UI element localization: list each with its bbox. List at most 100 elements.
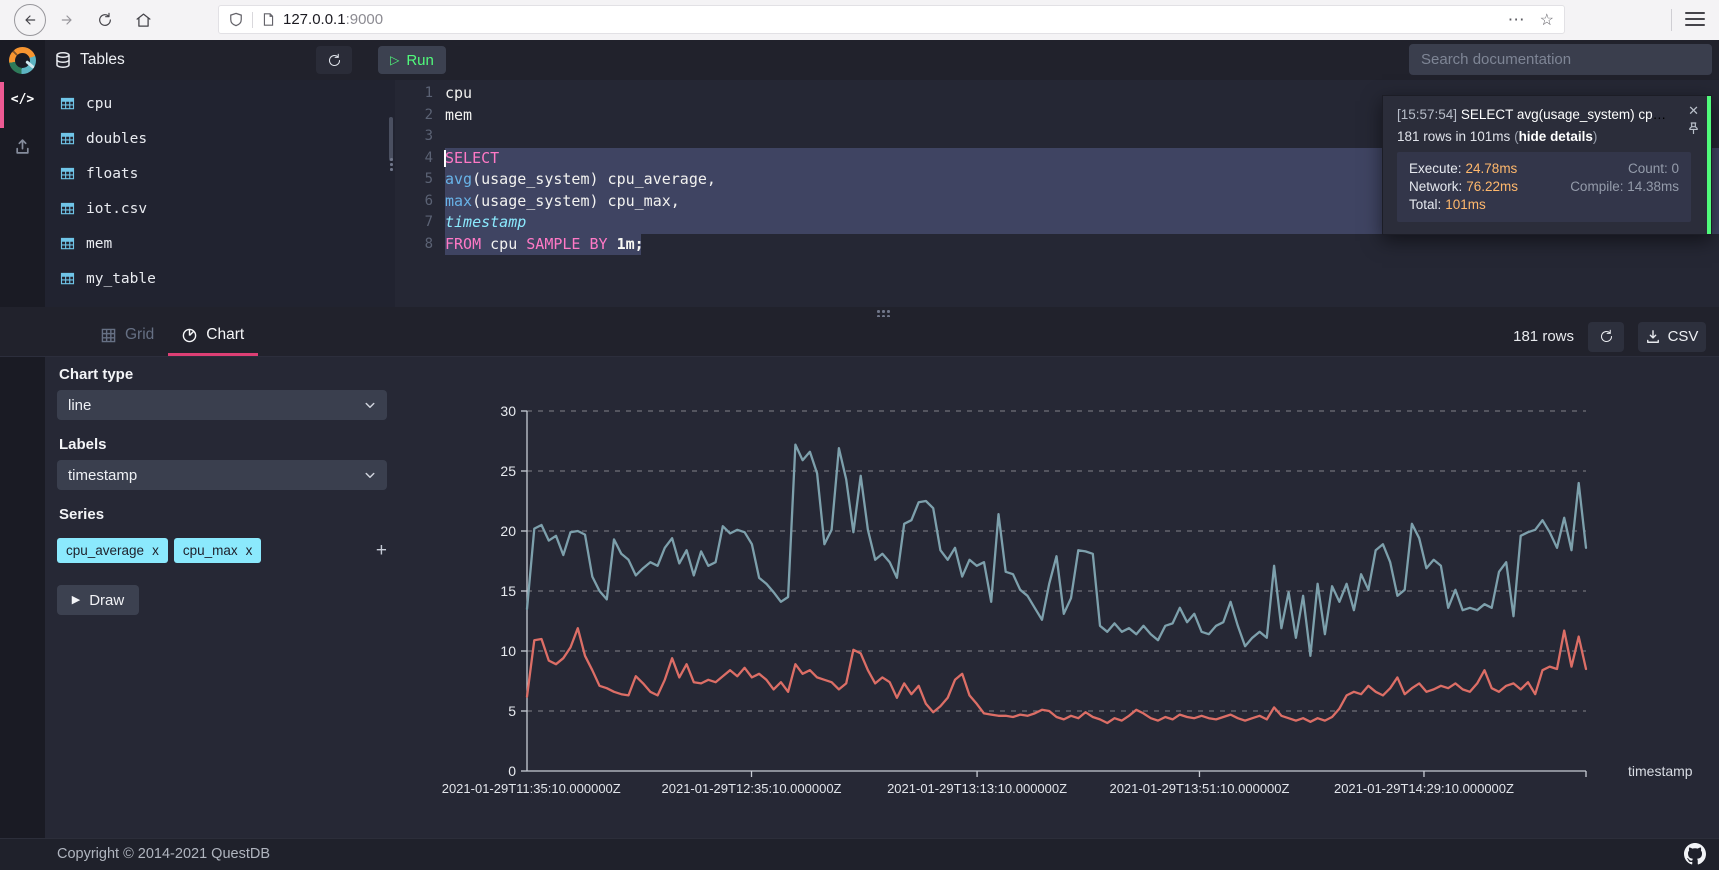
table-icon: [60, 201, 75, 216]
tab-grid[interactable]: Grid: [87, 317, 168, 356]
code-text: FROM cpu SAMPLE BY 1m;: [445, 234, 644, 256]
table-list-item-iot.csv[interactable]: iot.csv: [45, 191, 395, 226]
line-chart[interactable]: 0510152025302021-01-29T11:35:10.000000Z2…: [400, 385, 1719, 810]
svg-text:10: 10: [500, 643, 516, 659]
svg-text:2021-01-29T14:29:10.000000Z: 2021-01-29T14:29:10.000000Z: [1334, 781, 1514, 796]
draw-play-icon: ▶: [72, 595, 80, 606]
add-series-button[interactable]: +: [376, 541, 387, 560]
table-icon: [60, 166, 75, 181]
svg-text:30: 30: [500, 403, 516, 419]
chevron-down-icon: [364, 399, 376, 411]
tab-chart[interactable]: Chart: [168, 317, 258, 356]
tables-scrollbar[interactable]: [389, 117, 393, 161]
table-icon: [60, 96, 75, 111]
chip-label: cpu_average: [66, 543, 144, 558]
labels-select[interactable]: timestamp: [57, 460, 387, 490]
table-list-item-mem[interactable]: mem: [45, 226, 395, 261]
close-icon[interactable]: ✕: [1688, 103, 1699, 119]
code-text: timestamp: [445, 212, 526, 234]
editor-line-8[interactable]: 8FROM cpu SAMPLE BY 1m;: [395, 234, 1719, 256]
url-host: 127.0.0.1: [283, 11, 346, 28]
line-number: 3: [395, 126, 445, 148]
series-line-cpu_average: [527, 628, 1586, 723]
browser-home-icon[interactable]: [128, 5, 158, 35]
shield-icon[interactable]: [229, 12, 243, 27]
table-name: mem: [86, 236, 112, 252]
horizontal-splitter[interactable]: [0, 307, 1719, 317]
browser-forward-icon[interactable]: [52, 5, 82, 35]
footer: Copyright © 2014-2021 QuestDB: [0, 838, 1719, 870]
notification-stats: Execute:24.78msNetwork:76.22msTotal:101m…: [1397, 152, 1691, 222]
series-chip-cpu_max[interactable]: cpu_maxx: [174, 538, 262, 563]
svg-text:timestamp: timestamp: [1628, 763, 1693, 779]
table-name: doubles: [86, 131, 147, 147]
svg-text:2021-01-29T11:35:10.000000Z: 2021-01-29T11:35:10.000000Z: [442, 781, 621, 796]
table-icon: [60, 131, 75, 146]
table-list-item-floats[interactable]: floats: [45, 156, 395, 191]
svg-text:2021-01-29T12:35:10.000000Z: 2021-01-29T12:35:10.000000Z: [662, 781, 842, 796]
table-name: cpu: [86, 96, 112, 112]
table-name: iot.csv: [86, 201, 147, 217]
table-list-item-cpu[interactable]: cpu: [45, 86, 395, 121]
page-actions-icon[interactable]: ⋯: [1508, 10, 1526, 30]
download-icon: [1646, 330, 1660, 344]
chart-type-select[interactable]: line: [57, 390, 387, 420]
url-bar[interactable]: 127.0.0.1:9000 ⋯ ☆: [218, 5, 1565, 34]
series-chip-cpu_average[interactable]: cpu_average x: [57, 538, 168, 563]
questdb-logo[interactable]: [0, 40, 45, 80]
svg-text:20: 20: [500, 523, 516, 539]
import-upload-icon[interactable]: [0, 138, 45, 155]
tables-list: cpu doubles floats iot.csv mem my_table: [45, 80, 395, 307]
table-icon: [60, 271, 75, 286]
stat-row: Network:76.22ms: [1409, 178, 1518, 196]
svg-text:2021-01-29T13:51:10.000000Z: 2021-01-29T13:51:10.000000Z: [1109, 781, 1289, 796]
line-number: 8: [395, 234, 445, 256]
search-documentation-input[interactable]: [1409, 44, 1712, 75]
hide-details-link[interactable]: hide details: [1519, 129, 1593, 144]
stat-row: Total:101ms: [1409, 196, 1518, 214]
url-divider: [252, 12, 253, 28]
svg-text:15: 15: [500, 583, 516, 599]
code-text: mem: [445, 105, 472, 127]
line-number: 4: [395, 148, 445, 170]
run-play-icon: ▷: [390, 54, 399, 66]
query-notification: [15:57:54] SELECT avg(usage_system) cpu_…: [1382, 95, 1712, 235]
table-list-item-my_table[interactable]: my_table: [45, 261, 395, 296]
tables-panel-title: Tables: [80, 51, 125, 69]
table-list-item-doubles[interactable]: doubles: [45, 121, 395, 156]
series-row: cpu_averagexcpu_maxx+: [57, 535, 387, 565]
tables-panel-header: Tables: [55, 40, 125, 80]
url-port: :9000: [346, 11, 384, 28]
result-header: Grid Chart 181 rows CSV: [0, 317, 1719, 357]
line-number: 6: [395, 191, 445, 213]
result-refresh-button[interactable]: [1588, 322, 1624, 352]
text-cursor: [444, 150, 446, 167]
download-csv-button[interactable]: CSV: [1638, 322, 1706, 352]
copyright-text: Copyright © 2014-2021 QuestDB: [57, 839, 270, 870]
chip-remove-icon[interactable]: x: [246, 543, 253, 558]
draw-button[interactable]: ▶ Draw: [57, 585, 139, 615]
svg-text:0: 0: [508, 763, 516, 779]
grid-icon: [101, 328, 116, 343]
console-code-icon[interactable]: </>: [0, 92, 45, 107]
code-text: max(usage_system) cpu_max,: [445, 191, 680, 213]
chart-type-label: Chart type: [59, 366, 133, 383]
code-text: cpu: [445, 83, 472, 105]
pin-icon[interactable]: [1688, 122, 1699, 135]
browser-refresh-icon[interactable]: [90, 5, 120, 35]
notification-title: [15:57:54] SELECT avg(usage_system) cpu_…: [1397, 107, 1669, 122]
pie-chart-icon: [182, 328, 197, 343]
tables-refresh-button[interactable]: [316, 46, 352, 74]
series-label: Series: [59, 506, 104, 523]
database-icon: [55, 52, 71, 68]
chip-remove-icon[interactable]: x: [152, 543, 159, 558]
page-icon[interactable]: [262, 12, 275, 27]
stat-row: Count: 0: [1570, 160, 1679, 178]
menu-hamburger-icon[interactable]: [1685, 12, 1705, 26]
github-icon[interactable]: [1684, 843, 1706, 865]
bookmark-star-icon[interactable]: ☆: [1540, 10, 1554, 30]
browser-back-icon[interactable]: [14, 4, 46, 36]
run-button[interactable]: ▷ Run: [378, 46, 446, 74]
line-number: 1: [395, 83, 445, 105]
table-name: floats: [86, 166, 138, 182]
